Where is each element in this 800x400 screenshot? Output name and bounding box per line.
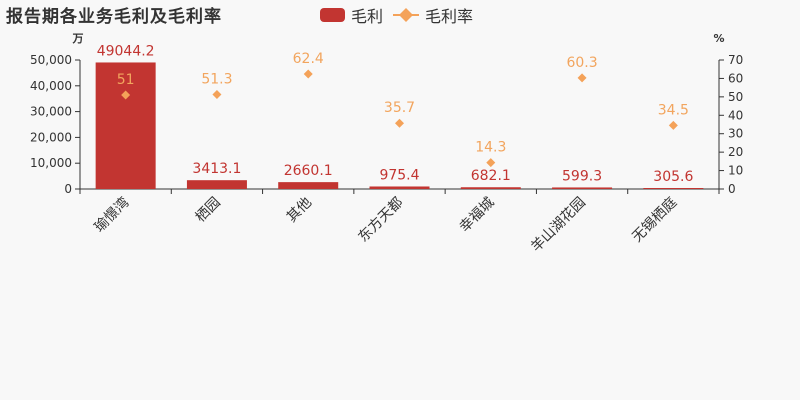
point-value-label: 35.7: [384, 100, 415, 116]
point-gross-margin: [486, 158, 496, 168]
point-gross-margin: [668, 120, 678, 130]
y-right-tick-label: 0: [728, 182, 736, 196]
x-category-label: 瑜憬湾: [91, 194, 133, 236]
y-left-tick-label: 40,000: [30, 79, 72, 93]
legend-item-gross-margin[interactable]: 毛利率: [393, 3, 473, 27]
y-right-tick-label: 30: [728, 127, 743, 141]
point-value-label: 14.3: [475, 140, 506, 156]
y-left-unit: 万: [72, 32, 84, 45]
point-value-label: 62.4: [293, 51, 324, 67]
bar-value-label: 975.4: [379, 167, 419, 183]
bar-value-label: 49044.2: [97, 43, 155, 59]
y-left-tick-label: 50,000: [30, 53, 72, 67]
point-gross-margin: [577, 73, 587, 83]
legend-label-gross-profit: 毛利: [351, 7, 384, 26]
x-category-label: 幸福城: [457, 195, 498, 236]
point-gross-margin: [303, 69, 313, 79]
y-left-tick-label: 30,000: [30, 105, 72, 119]
point-gross-margin: [212, 89, 222, 99]
chart-legend[interactable]: 毛利 毛利率: [320, 3, 473, 27]
bar-value-label: 305.6: [653, 169, 693, 185]
y-right-tick-label: 40: [728, 108, 743, 122]
bar-value-label: 682.1: [471, 168, 511, 184]
y-left-tick-label: 20,000: [30, 130, 72, 144]
bar-gross-profit: [95, 62, 156, 189]
y-left-tick-label: 0: [64, 182, 72, 196]
bar-swatch-icon: [320, 8, 345, 22]
bar-value-label: 3413.1: [192, 161, 241, 177]
bar-gross-profit: [460, 187, 521, 189]
x-category-label: 栖园: [193, 195, 224, 226]
bar-gross-profit: [278, 182, 339, 189]
bar-value-label: 599.3: [562, 168, 602, 184]
legend-label-gross-margin: 毛利率: [425, 7, 474, 26]
point-gross-margin: [121, 90, 131, 100]
y-right-tick-label: 10: [728, 164, 743, 178]
bar-value-label: 2660.1: [284, 163, 333, 179]
y-right-tick-label: 50: [728, 90, 743, 104]
y-right-tick-label: 20: [728, 145, 743, 159]
x-category-label: 东方天都: [355, 195, 406, 246]
y-left-tick-label: 10,000: [30, 156, 72, 170]
chart-title: 报告期各业务毛利及毛利率: [6, 7, 222, 27]
bar-gross-profit: [552, 187, 613, 189]
point-value-label: 51.3: [201, 71, 232, 87]
legend-item-gross-profit[interactable]: 毛利: [320, 3, 383, 27]
bar-gross-profit: [369, 186, 430, 189]
x-category-label: 其他: [284, 195, 315, 226]
bar-gross-profit: [643, 188, 704, 189]
x-category-label: 羊山湖花园: [528, 195, 589, 256]
bar-gross-profit: [186, 180, 247, 189]
y-right-tick-label: 70: [728, 53, 743, 67]
y-right-tick-label: 60: [728, 71, 743, 85]
point-value-label: 34.5: [658, 102, 689, 118]
x-category-label: 无锡栖庭: [629, 194, 681, 246]
point-gross-margin: [395, 118, 404, 128]
point-value-label: 51: [117, 72, 135, 88]
diamond-swatch-icon: [393, 8, 420, 22]
point-value-label: 60.3: [566, 55, 597, 71]
y-right-unit: %: [713, 32, 724, 45]
